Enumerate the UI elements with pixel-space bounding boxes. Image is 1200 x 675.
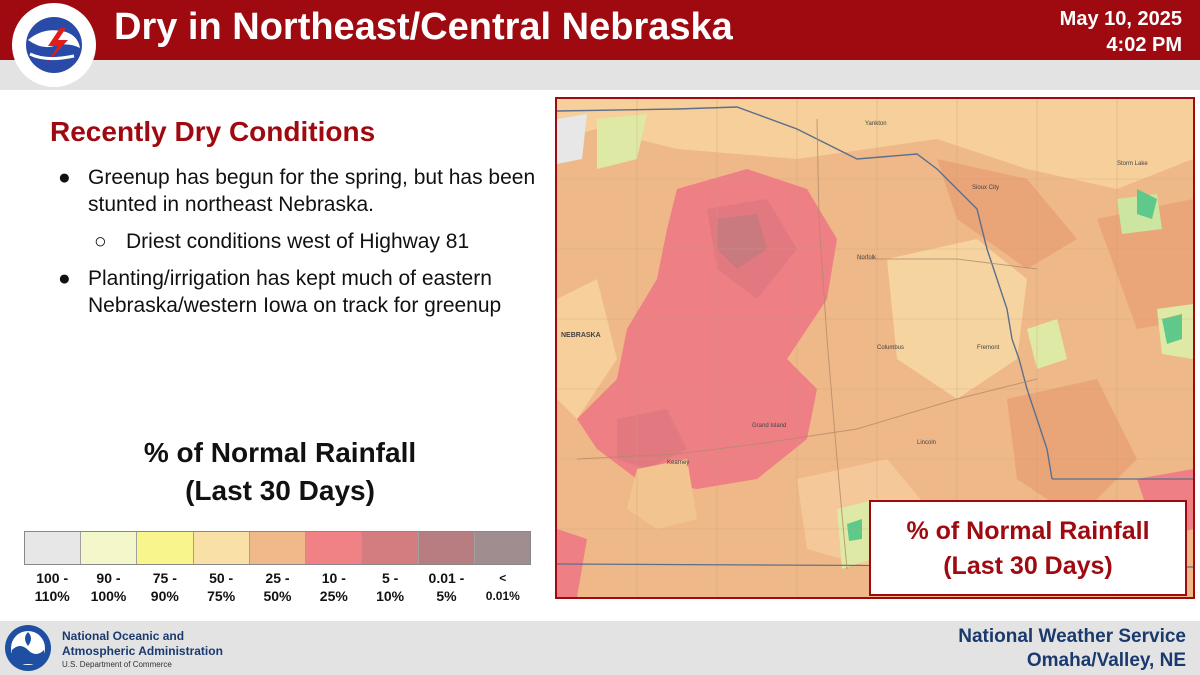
map-label-state: NEBRASKA: [561, 332, 601, 339]
date-text: May 10, 2025: [1059, 8, 1182, 30]
office-line1: National Weather Service: [958, 626, 1186, 647]
bullet-item: ● Planting/irrigation has kept much of e…: [50, 265, 540, 319]
bullet-text: Planting/irrigation has kept much of eas…: [88, 267, 502, 317]
map-label-norfolk: Norfolk: [857, 255, 877, 261]
map-label-grand-island: Grand Island: [752, 423, 786, 429]
legend-labels: 100 -110% 90 -100% 75 -90% 50 -75% 25 -5…: [24, 569, 531, 605]
map-label-yankton: Yankton: [865, 121, 887, 127]
bullet-item: ● Greenup has begun for the spring, but …: [50, 164, 540, 218]
noaa-logo-icon: [5, 625, 51, 671]
bullet-list: ● Greenup has begun for the spring, but …: [50, 164, 540, 329]
legend-label: 50 -75%: [207, 570, 236, 604]
map-label-columbus: Columbus: [877, 345, 904, 351]
legend-title: % of Normal Rainfall (Last 30 Days): [60, 434, 500, 510]
bullet-dot-icon: ●: [58, 267, 71, 290]
noaa-name-line1: National Oceanic and: [62, 629, 185, 643]
time-text: 4:02 PM: [1106, 34, 1182, 56]
legend-swatch-50-75: [193, 532, 250, 564]
legend-label: 90 -100%: [90, 570, 127, 604]
page-title: Dry in Northeast/Central Nebraska: [114, 6, 733, 48]
legend-swatch-lt-001: [474, 532, 530, 564]
legend-swatch-90-100: [81, 532, 138, 564]
section-title: Recently Dry Conditions: [50, 116, 376, 147]
bullet-text: Driest conditions west of Highway 81: [126, 230, 470, 253]
legend-swatch-100-110: [25, 532, 82, 564]
map-label-fremont: Fremont: [977, 345, 1000, 351]
office-line2: Omaha/Valley, NE: [1026, 650, 1186, 671]
noaa-department: U.S. Department of Commerce: [62, 660, 172, 669]
footer-bar: [0, 621, 1200, 675]
map-label-sioux-city: Sioux City: [972, 185, 999, 191]
legend-swatch-5-10: [362, 532, 419, 564]
map-callout: % of Normal Rainfall (Last 30 Days): [869, 500, 1187, 596]
bullet-text: Greenup has begun for the spring, but ha…: [88, 166, 536, 216]
header-bar: [0, 0, 1200, 60]
map-label-kearney: Kearney: [667, 460, 689, 466]
office-name: National Weather Service Omaha/Valley, N…: [958, 625, 1186, 673]
bullet-circle-icon: ○: [94, 230, 107, 253]
legend-label: 10 -25%: [319, 570, 348, 604]
header-subbar: [0, 60, 1200, 90]
legend-label: 5 -10%: [376, 570, 405, 604]
legend-label: 25 -50%: [263, 570, 292, 604]
legend-label: <0.01%: [485, 571, 520, 603]
legend-label: 0.01 -5%: [428, 570, 465, 604]
legend-swatch-0-5: [418, 532, 475, 564]
nws-logo-icon: [12, 3, 96, 87]
legend-swatch-10-25: [306, 532, 363, 564]
map-label-lincoln: Lincoln: [917, 440, 936, 446]
legend-swatch-75-90: [137, 532, 194, 564]
sub-bullet-item: ○ Driest conditions west of Highway 81: [50, 228, 540, 255]
legend-swatch-25-50: [249, 532, 307, 564]
legend-title-line1: % of Normal Rainfall: [143, 437, 417, 468]
legend-title-line2: (Last 30 Days): [185, 475, 375, 506]
noaa-name-line2: Atmospheric Administration: [62, 644, 223, 658]
map-callout-line2: (Last 30 Days): [943, 552, 1113, 580]
map-label-storm-lake: Storm Lake: [1117, 161, 1148, 167]
legend-color-bar: [24, 531, 531, 565]
bullet-dot-icon: ●: [58, 166, 71, 189]
timestamp: May 10, 2025 4:02 PM: [1060, 6, 1182, 58]
legend-label: 75 -90%: [150, 570, 179, 604]
map-callout-line1: % of Normal Rainfall: [906, 517, 1150, 545]
legend-label: 100 -110%: [34, 570, 70, 604]
